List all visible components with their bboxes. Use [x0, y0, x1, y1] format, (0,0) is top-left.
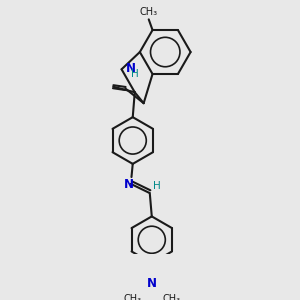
- Text: H: H: [131, 69, 139, 79]
- Text: CH₃: CH₃: [140, 8, 158, 17]
- Text: CH₃: CH₃: [123, 294, 141, 300]
- Text: N: N: [126, 62, 136, 75]
- Text: N: N: [147, 277, 157, 290]
- Text: CH₃: CH₃: [162, 294, 180, 300]
- Text: N: N: [123, 178, 134, 191]
- Text: H: H: [153, 181, 161, 191]
